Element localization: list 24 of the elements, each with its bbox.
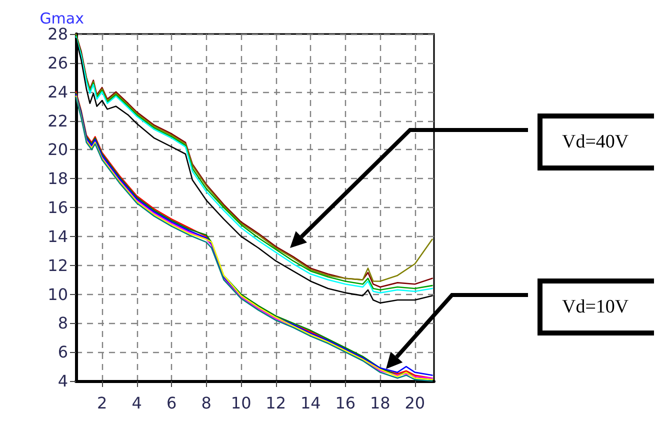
y-tick-label: 6 [58, 342, 68, 362]
text: Vd=40V [562, 132, 629, 152]
y-tick-label: 8 [58, 314, 68, 333]
y-tick-label: 4 [58, 372, 68, 390]
y-tick-label: 10 [48, 284, 68, 304]
y-tick-label: 12 [48, 256, 68, 275]
x-tick-label: 20 [404, 394, 426, 412]
y-tick-label: 14 [48, 226, 68, 246]
y-tick-label: 26 [48, 53, 68, 72]
x-tick-label: 2 [96, 394, 108, 412]
x-tick-label: 10 [230, 394, 252, 412]
x-tick-label: 14 [300, 394, 321, 412]
y-tick-label: 20 [48, 140, 68, 160]
y-tick-label: 24 [48, 82, 68, 102]
y-tick-label: 22 [48, 111, 68, 130]
x-tick-label: 6 [166, 394, 177, 412]
x-tick-label: 12 [266, 394, 286, 412]
text: Vd=10V [562, 296, 629, 318]
x-tick-label: 18 [370, 394, 390, 412]
x-tick-label: 8 [201, 394, 212, 412]
y-tick-label: 18 [48, 169, 68, 188]
y-tick-label: 16 [48, 198, 68, 217]
x-tick-label: 16 [335, 394, 356, 412]
x-tick-label: 4 [132, 394, 142, 412]
